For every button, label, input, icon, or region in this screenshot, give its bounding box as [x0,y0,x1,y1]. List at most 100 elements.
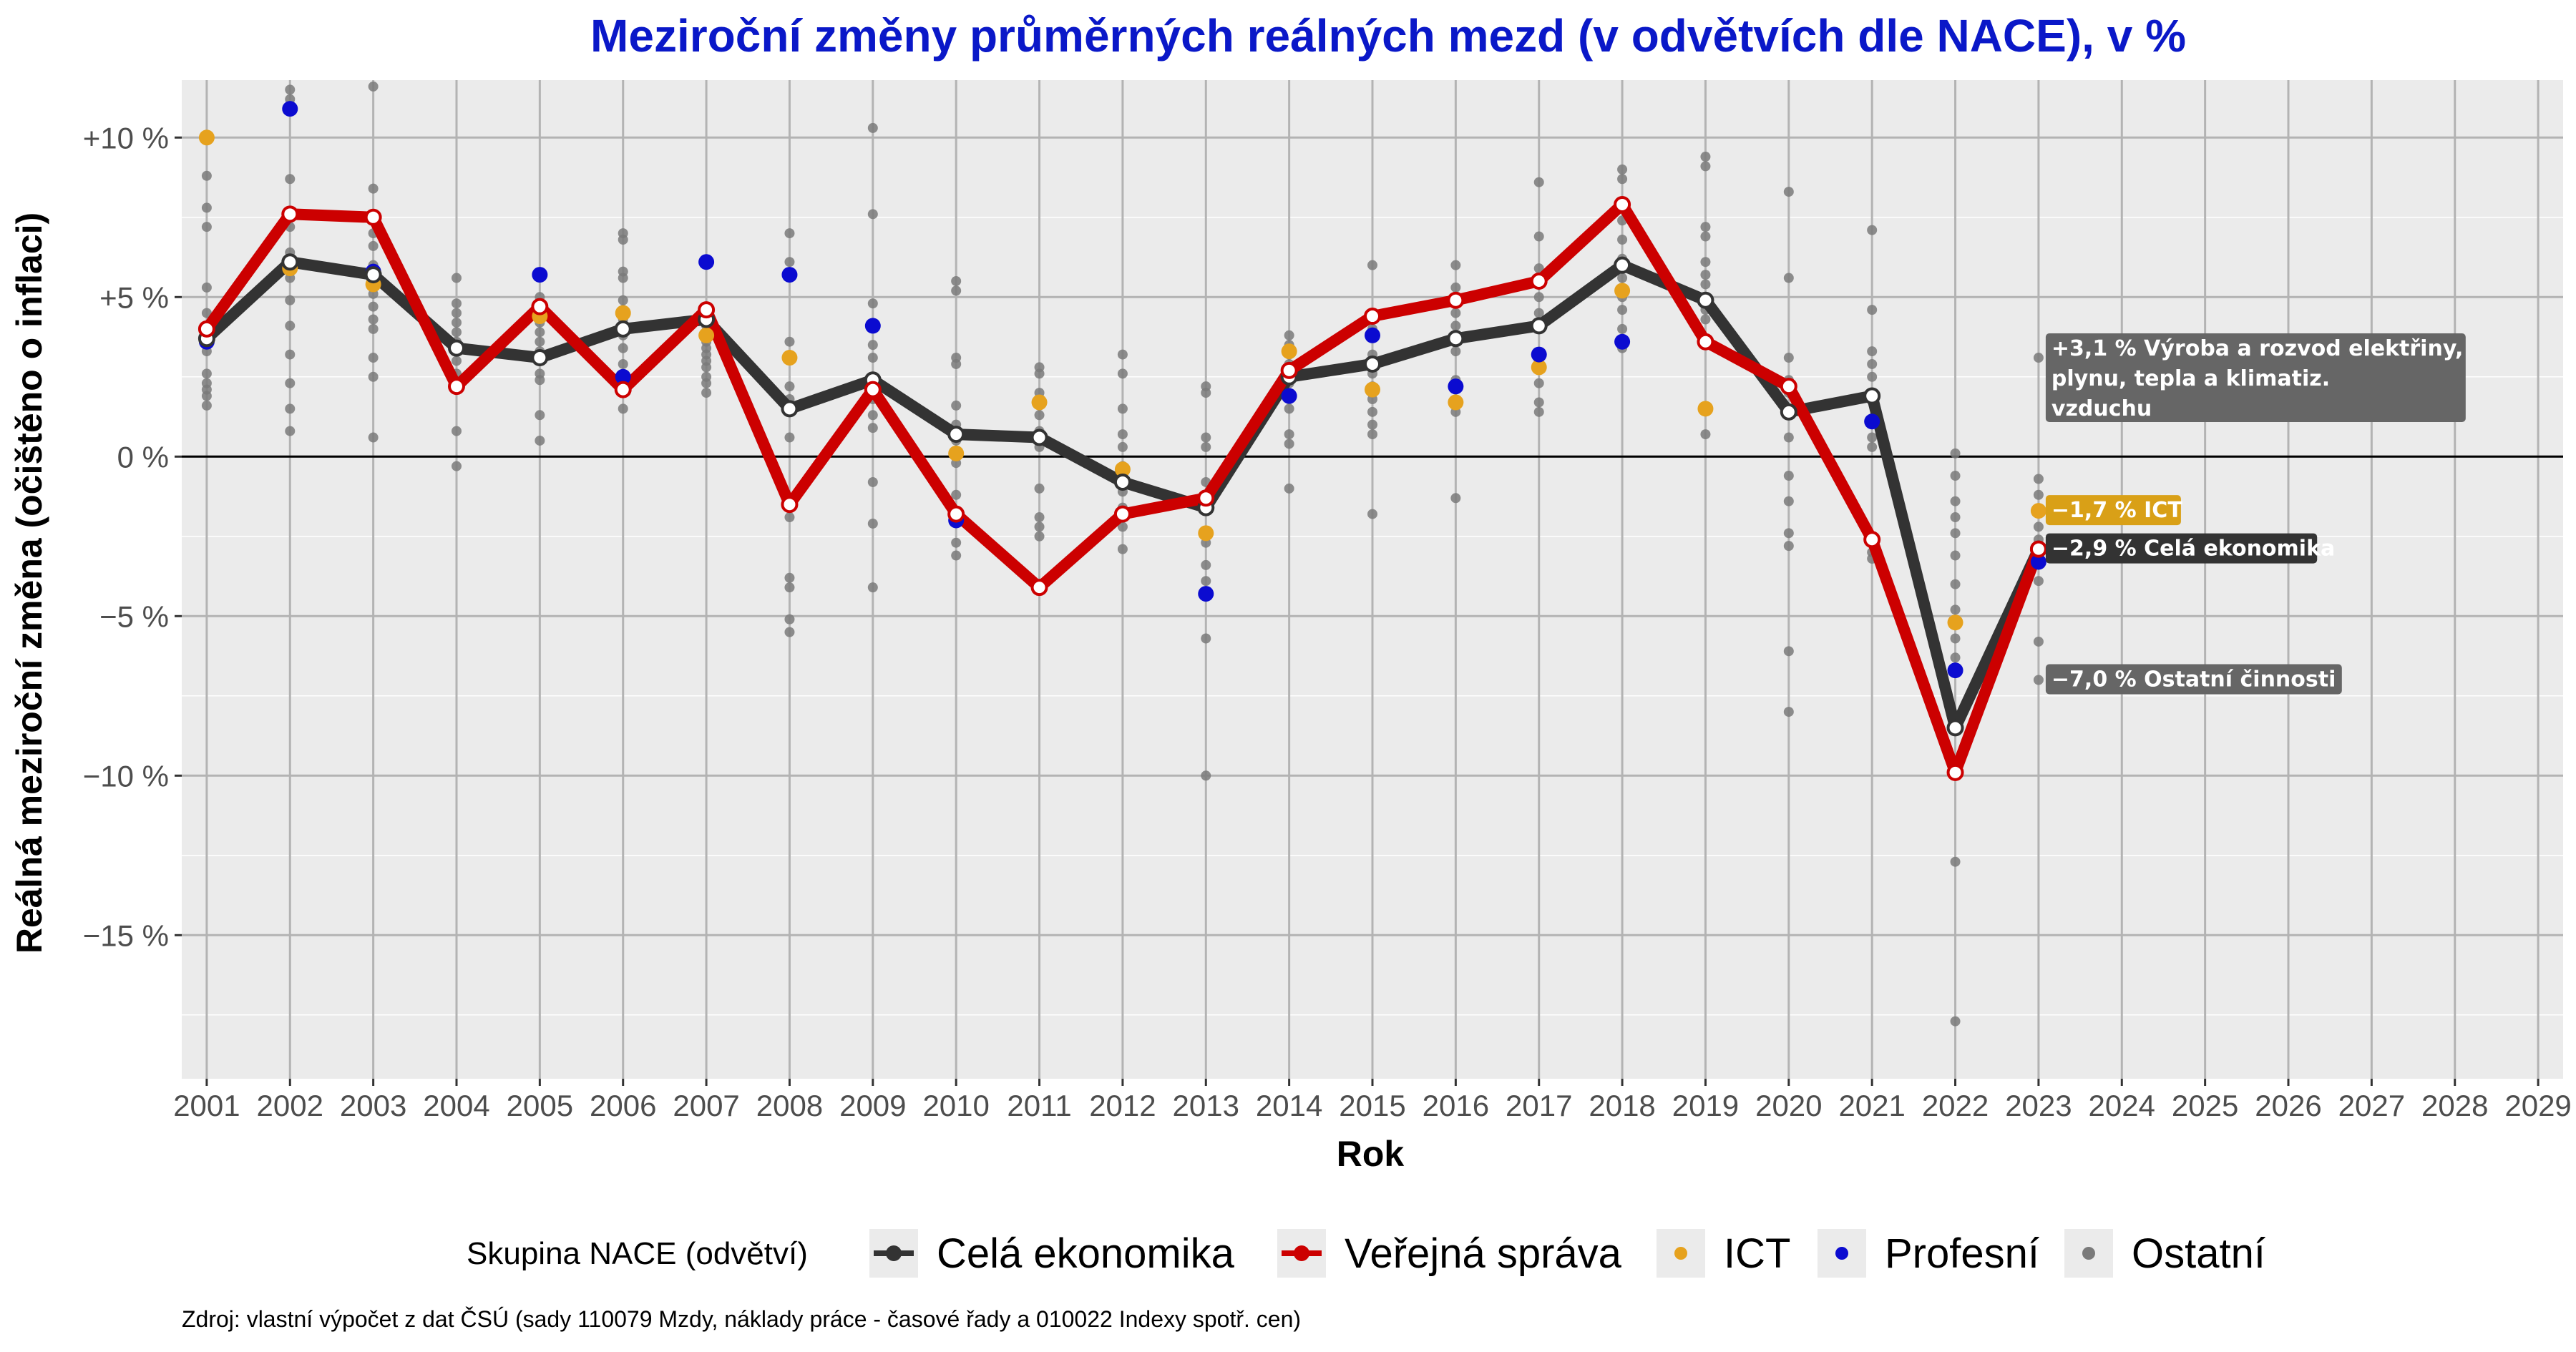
point-ostatni [1617,174,1628,185]
point-ostatni [452,327,462,338]
point-ostatni [867,518,878,529]
legend-label-profesni: Profesní [1885,1230,2039,1277]
annotation-box [2045,495,2181,526]
point-ostatni [1867,346,1878,357]
point-ostatni [1867,432,1878,443]
marker-cela-ekonomika [614,320,632,338]
point-ostatni [1367,419,1377,430]
marker-verejna-sprava [1030,579,1048,597]
point-ostatni [1950,579,1961,589]
point-ostatni [618,295,628,305]
annotation-text: vzduchu [2051,396,2152,421]
point-ostatni [201,202,212,213]
point-ostatni [1034,483,1045,494]
point-ostatni [1117,521,1128,532]
point-ict [1031,394,1048,411]
marker-verejna-sprava [1364,308,1381,325]
point-ostatni [1783,471,1794,481]
point-ostatni [1617,323,1628,334]
point-ostatni [1533,231,1544,242]
annotation-box [2045,664,2342,695]
point-ostatni [1201,388,1211,398]
point-ostatni [535,327,545,338]
point-ostatni [1783,187,1794,197]
point-ostatni [867,582,878,593]
point-ostatni [784,432,795,443]
point-ostatni [285,349,296,360]
point-profesni [2030,554,2046,570]
chart-title: Meziroční změny průměrných reálných mezd… [590,10,2186,62]
point-ostatni [1034,521,1045,532]
marker-cela-ekonomika [1946,719,1964,737]
point-ostatni [201,368,212,379]
x-tick-label: 2001 [173,1089,240,1122]
annotation-text: −1,7 % ICT [2051,498,2182,523]
marker-verejna-sprava [2029,540,2047,558]
point-ostatni [1284,330,1294,341]
point-ostatni [1367,406,1377,417]
marker-cela-ekonomika [1364,355,1381,373]
point-ostatni [951,489,962,500]
point-ostatni [784,336,795,347]
point-profesni [1614,333,1631,350]
point-ostatni [535,435,545,446]
point-ostatni [1450,308,1461,318]
x-tick-label: 2021 [1838,1089,1905,1122]
point-ostatni [1533,397,1544,408]
legend: Skupina NACE (odvětví) Celá ekonomika Veře… [467,1229,2265,1278]
point-ostatni [784,614,795,624]
point-ostatni [1201,633,1211,644]
point-ostatni [1034,512,1045,523]
point-ict [1614,283,1631,299]
marker-verejna-sprava [1614,195,1631,213]
point-ostatni [368,183,379,194]
marker-verejna-sprava [1863,531,1881,549]
point-ict [781,350,798,366]
point-ostatni [2033,636,2044,647]
x-tick-label: 2016 [1423,1089,1489,1122]
marker-cela-ekonomika [281,253,299,271]
point-ostatni [1533,177,1544,187]
point-ostatni [1700,270,1711,280]
point-ict [948,445,965,461]
marker-verejna-sprava [1447,291,1465,309]
marker-cela-ekonomika [364,266,382,284]
point-ostatni [618,403,628,414]
marker-verejna-sprava [197,320,215,338]
point-ostatni [201,391,212,401]
point-ostatni [368,371,379,382]
point-ostatni [1533,378,1544,388]
marker-verejna-sprava [947,505,965,523]
legend-key-point [1294,1245,1309,1261]
legend-key-point [1674,1247,1687,1260]
point-ostatni [867,122,878,133]
marker-cela-ekonomika [448,339,465,357]
point-ostatni [618,358,628,369]
point-ostatni [1617,305,1628,315]
point-ostatni [285,320,296,331]
x-tick-label: 2006 [590,1089,656,1122]
point-ostatni [1034,531,1045,542]
point-ostatni [1450,260,1461,270]
x-tick-label: 2002 [257,1089,323,1122]
point-ostatni [1450,320,1461,331]
point-ostatni [1950,652,1961,663]
point-ostatni [535,410,545,421]
marker-verejna-sprava [531,298,549,315]
point-profesni [1864,413,1880,430]
x-tick-label: 2029 [2504,1089,2571,1122]
point-ict [2030,503,2046,519]
point-ostatni [1533,308,1544,318]
point-ostatni [1617,164,1628,175]
point-ict [1114,461,1131,478]
point-ostatni [867,298,878,309]
x-tick-label: 2003 [340,1089,406,1122]
point-ostatni [784,512,795,523]
x-tick-label: 2011 [1007,1089,1071,1122]
marker-verejna-sprava [1946,763,1964,781]
point-ostatni [368,323,379,334]
point-ostatni [1284,483,1294,494]
point-ostatni [1533,292,1544,303]
x-tick-label: 2028 [2421,1089,2488,1122]
point-ict [1697,401,1714,417]
